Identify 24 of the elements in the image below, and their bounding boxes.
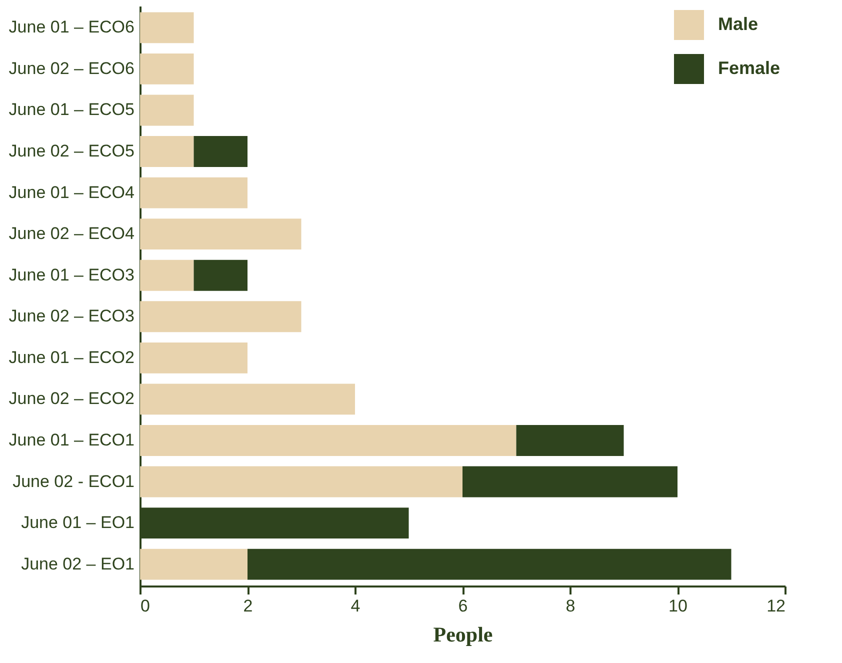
y-tick-label: June 02 – ECO3 xyxy=(8,306,134,326)
y-tick-label: June 01 – ECO5 xyxy=(8,100,134,120)
y-tick-label: June 02 - ECO1 xyxy=(12,472,134,491)
y-tick-label: June 02 – ECO5 xyxy=(8,142,134,161)
x-tick-label: 0 xyxy=(140,596,150,616)
y-tick-label: June 02 – ECO2 xyxy=(8,389,134,408)
legend-label: Female xyxy=(718,58,780,78)
x-axis-title: People xyxy=(433,622,493,646)
y-tick-label: June 01 – EO1 xyxy=(21,513,134,532)
y-tick-label: June 02 – ECO4 xyxy=(8,224,134,244)
y-tick-label: June 01 – ECO1 xyxy=(8,430,134,450)
x-tick-label: 8 xyxy=(566,596,576,616)
x-tick-label: 2 xyxy=(243,596,253,616)
y-tick-label: June 01 – ECO6 xyxy=(8,18,134,37)
y-tick-label: June 02 – ECO6 xyxy=(8,58,134,78)
x-tick-label: 6 xyxy=(458,596,468,616)
x-tick-label: 12 xyxy=(766,596,786,616)
y-tick-label: June 02 – EO1 xyxy=(21,554,134,574)
y-tick-label: June 01 – ECO4 xyxy=(8,182,134,202)
legend-label: Male xyxy=(718,14,758,34)
x-tick-label: 4 xyxy=(350,596,360,616)
y-tick-label: June 01 – ECO3 xyxy=(8,265,134,284)
y-tick-label: June 01 – ECO2 xyxy=(8,348,134,367)
x-tick-label: 10 xyxy=(668,596,688,616)
